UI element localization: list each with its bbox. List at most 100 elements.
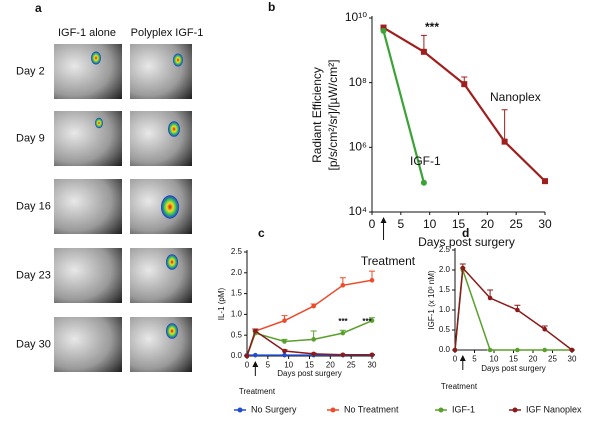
signal — [173, 53, 183, 67]
point — [369, 277, 375, 283]
row-label: Day 9 — [16, 132, 45, 144]
signal — [95, 117, 103, 129]
image — [54, 179, 122, 234]
point — [569, 347, 575, 353]
y-tick-label: 2.5 — [439, 245, 451, 254]
point — [282, 352, 287, 358]
x-tick-label: 25 — [548, 355, 557, 364]
legend-label: No Treatment — [344, 404, 399, 414]
legend-label: No Surgery — [251, 404, 297, 414]
point — [515, 347, 520, 353]
y-tick-label: 10¹⁰ — [345, 10, 367, 24]
panel-label: b — [268, 0, 275, 14]
y-tick-label: 10⁴ — [348, 204, 367, 218]
y-axis-label: IL-1 (pM) — [217, 287, 226, 320]
point — [282, 318, 287, 323]
point — [311, 351, 316, 357]
image — [130, 44, 192, 99]
x-tick-label: 0 — [245, 361, 250, 370]
point — [460, 265, 466, 271]
image — [54, 317, 122, 372]
column-header: Polyplex IGF-1 — [131, 27, 204, 39]
y-tick-label: 0.5 — [231, 330, 243, 339]
x-tick-label: 10 — [490, 355, 499, 364]
arrow-head — [252, 361, 259, 367]
series-line — [454, 266, 573, 351]
point — [420, 179, 427, 186]
point — [501, 138, 508, 145]
arrow-head — [380, 217, 387, 223]
legend-marker — [438, 407, 444, 413]
series-label: IGF-1 — [410, 154, 441, 168]
treatment-label: Treatment — [441, 382, 478, 391]
point — [380, 24, 387, 31]
legend-marker — [330, 407, 336, 413]
point — [461, 81, 468, 88]
y-axis-label: Radiant Efficiency — [310, 67, 324, 163]
series-line — [454, 269, 572, 351]
point — [282, 348, 287, 354]
x-tick-label: 15 — [452, 217, 466, 231]
y-tick-label: 2.0 — [439, 265, 451, 274]
x-axis-label: Days post surgery — [481, 364, 545, 373]
panel-label: c — [258, 226, 265, 240]
x-tick-label: 10 — [284, 361, 293, 370]
x-tick-label: 15 — [509, 355, 518, 364]
x-tick-label: 5 — [397, 217, 404, 231]
y-tick-label: 2.0 — [231, 268, 243, 277]
point — [253, 328, 258, 334]
point — [340, 330, 346, 336]
error-bar — [501, 109, 508, 142]
x-tick-label: 20 — [326, 361, 335, 370]
image — [130, 111, 192, 166]
row-label: Day 16 — [16, 200, 51, 212]
legend-marker — [512, 407, 518, 413]
legend-marker — [237, 407, 243, 413]
annotation: *** — [362, 317, 372, 326]
y-axis-label: [p/s/cm²/sr]/[µW/cm²] — [326, 60, 340, 171]
image — [130, 179, 192, 234]
y-tick-label: 0.5 — [439, 325, 451, 334]
x-tick-label: 30 — [568, 355, 577, 364]
signal — [166, 254, 178, 270]
row-label: Day 23 — [16, 269, 51, 281]
point — [452, 347, 458, 353]
point — [282, 339, 287, 344]
treatment-label: Treatment — [361, 254, 416, 268]
point — [253, 352, 258, 358]
series-line — [246, 279, 373, 357]
treatment-label: Treatment — [239, 387, 276, 396]
x-tick-label: 15 — [305, 361, 314, 370]
y-tick-label: 1.0 — [231, 310, 243, 319]
y-tick-label: 1.5 — [439, 285, 451, 294]
panel-a: a IGF-1 alone Polyplex IGF-1 — [35, 1, 203, 39]
image — [54, 248, 122, 303]
row-label: Day 2 — [16, 65, 45, 77]
signal — [91, 51, 101, 65]
point — [369, 352, 375, 358]
annotation: *** — [425, 20, 439, 34]
signal — [161, 195, 179, 219]
point — [311, 337, 316, 342]
image — [54, 111, 122, 166]
x-tick-label: 5 — [472, 355, 477, 364]
x-tick-label: 20 — [481, 217, 495, 231]
x-tick-label: 0 — [369, 217, 376, 231]
x-tick-label: 30 — [538, 217, 552, 231]
point — [515, 307, 520, 313]
x-axis-label: Days post surgery — [418, 235, 515, 249]
y-tick-label: 1.0 — [439, 305, 451, 314]
x-tick-label: 5 — [266, 361, 271, 370]
legend-label: IGF-1 — [452, 404, 475, 414]
signal — [168, 121, 180, 137]
x-tick-label: 0 — [453, 355, 458, 364]
signal — [166, 323, 178, 339]
panel-label: d — [462, 226, 469, 240]
point — [420, 48, 427, 55]
point — [542, 326, 547, 332]
point — [380, 27, 387, 34]
series-line — [382, 30, 425, 184]
x-tick-label: 30 — [368, 361, 377, 370]
point — [542, 347, 547, 353]
x-axis-label: Days post surgery — [277, 369, 341, 378]
